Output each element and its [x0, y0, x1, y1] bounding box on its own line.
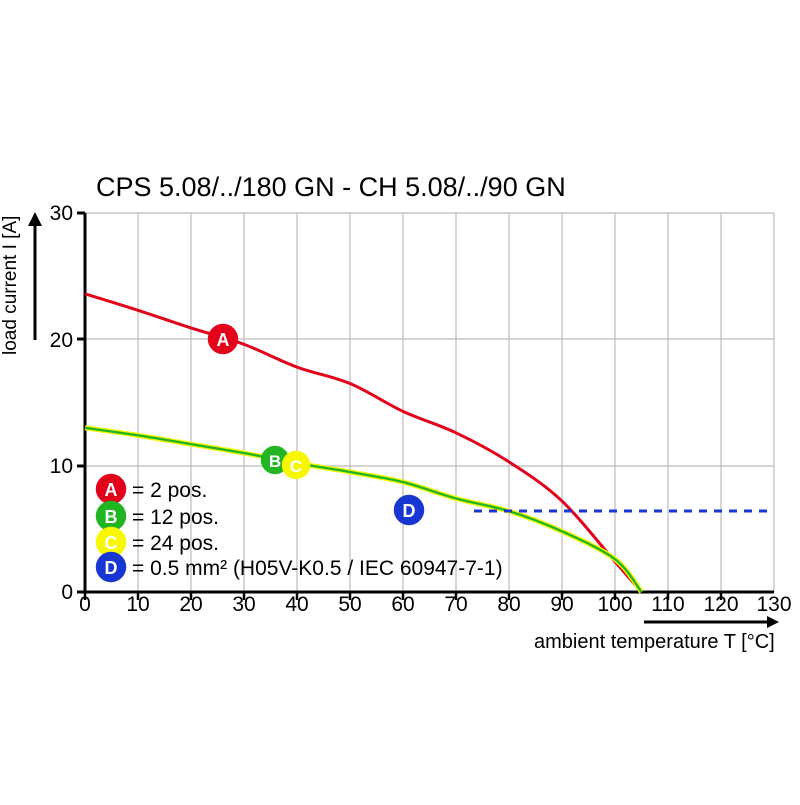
- svg-text:70: 70: [444, 593, 467, 616]
- svg-text:C: C: [290, 457, 302, 476]
- svg-text:D: D: [403, 501, 416, 521]
- svg-text:30: 30: [232, 593, 255, 616]
- svg-text:130: 130: [756, 593, 791, 616]
- svg-text:30: 30: [50, 202, 73, 225]
- svg-text:C: C: [105, 533, 118, 553]
- svg-text:= 12 pos.: = 12 pos.: [132, 506, 219, 529]
- svg-text:20: 20: [179, 593, 202, 616]
- svg-text:0: 0: [61, 581, 73, 604]
- svg-text:0: 0: [79, 593, 91, 616]
- svg-text:10: 10: [126, 593, 149, 616]
- svg-text:10: 10: [50, 455, 73, 478]
- svg-text:90: 90: [550, 593, 573, 616]
- svg-text:ambient temperature T [°C]: ambient temperature T [°C]: [534, 631, 775, 653]
- svg-text:load current I [A]: load current I [A]: [0, 216, 21, 355]
- svg-text:120: 120: [703, 593, 738, 616]
- svg-text:A: A: [105, 480, 118, 500]
- svg-text:50: 50: [338, 593, 361, 616]
- svg-text:= 2 pos.: = 2 pos.: [132, 479, 207, 502]
- svg-text:B: B: [105, 507, 118, 527]
- svg-text:= 24 pos.: = 24 pos.: [132, 532, 219, 555]
- svg-text:40: 40: [285, 593, 308, 616]
- svg-text:D: D: [105, 558, 118, 578]
- svg-text:= 0.5 mm² (H05V-K0.5 / IEC 609: = 0.5 mm² (H05V-K0.5 / IEC 60947-7-1): [132, 557, 503, 580]
- svg-text:CPS 5.08/../180 GN - CH 5.08/.: CPS 5.08/../180 GN - CH 5.08/../90 GN: [96, 172, 566, 202]
- svg-text:60: 60: [391, 593, 414, 616]
- svg-text:110: 110: [651, 593, 684, 616]
- svg-text:80: 80: [497, 593, 520, 616]
- svg-text:B: B: [269, 452, 281, 471]
- svg-text:A: A: [217, 330, 230, 350]
- svg-text:20: 20: [50, 329, 73, 352]
- svg-text:100: 100: [597, 593, 632, 616]
